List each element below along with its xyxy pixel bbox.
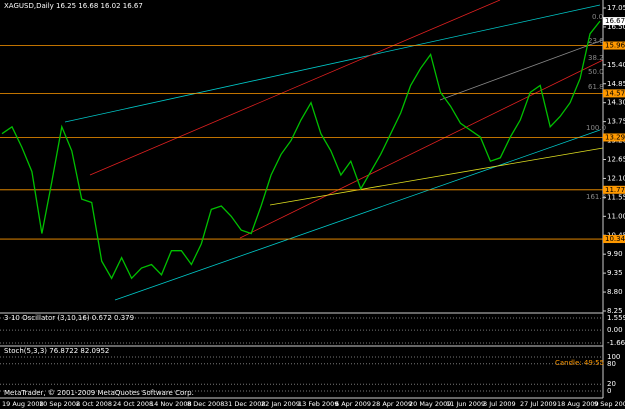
y-tick-label: 11.00	[607, 212, 625, 220]
x-tick-label: 9 Sep 2009	[594, 400, 625, 408]
x-tick-label: 3 Jul 2009	[483, 400, 516, 408]
fib-label: 0.0	[592, 13, 603, 21]
trendline	[64, 4, 601, 123]
x-tick-label: 19 Aug 2008	[2, 400, 44, 408]
y-tick-label: 13.75	[607, 118, 625, 126]
y-tick-label: 11.55	[607, 193, 625, 201]
x-tick-label: 8 Dec 2008	[187, 400, 224, 408]
y-tick-label: 9.35	[607, 269, 623, 277]
x-tick-label: 28 Apr 2009	[372, 400, 412, 408]
y-tick-label: 0	[607, 387, 611, 395]
x-tick-label: 6 Apr 2009	[335, 400, 371, 408]
y-tick-label: 9.90	[607, 250, 623, 258]
trendline	[269, 147, 604, 206]
level-label: 13.29	[605, 133, 625, 141]
trendline	[114, 129, 601, 301]
level-label: 14.57	[605, 89, 625, 97]
y-tick-label: 14.30	[607, 99, 625, 107]
y-tick-label: 100	[607, 353, 620, 361]
footer: MetaTrader, © 2001-2009 MetaQuotes Softw…	[4, 389, 194, 397]
y-tick-label: 20	[607, 380, 616, 388]
fib-label: 23.6	[588, 37, 604, 45]
level-label: 10.34	[605, 235, 625, 243]
y-tick-label: 14.85	[607, 80, 625, 88]
level-box	[603, 89, 625, 98]
trendlines	[64, 0, 604, 301]
fib-label: 161.8	[586, 193, 606, 201]
x-tick-label: 18 Aug 2009	[557, 400, 599, 408]
y-tick-label: 8.25	[607, 307, 623, 315]
trendline	[89, 0, 501, 176]
x-tick-label: 22 Jan 2009	[261, 400, 300, 408]
x-tick-label: 20 May 2009	[409, 400, 451, 408]
fib-label: 100.0	[586, 124, 606, 132]
fib-label: 38.2	[588, 54, 604, 62]
fib-label: 61.8	[588, 83, 604, 91]
last-price-label: 16.67	[605, 17, 625, 25]
y-tick-label: 17.05	[607, 4, 625, 12]
last-price-box	[603, 17, 625, 26]
x-tick-label: 11 Jun 2009	[446, 400, 485, 408]
price-line	[1, 20, 601, 280]
level-box	[603, 185, 625, 194]
x-tick-label: 13 Feb 2009	[298, 400, 338, 408]
fib-labels: 0.0 23.6 38.2 50.0 61.8 100.0 161.8	[586, 13, 606, 201]
level-label: 11.77	[605, 186, 625, 194]
x-tick-label: 24 Oct 2008	[113, 400, 153, 408]
y-tick-label: 0.00	[607, 326, 623, 334]
trendline	[439, 39, 604, 101]
x-tick-label: 31 Dec 2008	[224, 400, 266, 408]
stoch-title: Stoch(5,3,3) 76.8722 82.0952	[4, 347, 109, 355]
y-tick-label: 12.10	[607, 174, 625, 182]
chart-title: XAGUSD,Daily 16.25 16.68 16.02 16.67	[4, 2, 143, 10]
y-tick-label: 15.40	[607, 61, 625, 69]
y-tick-label: 12.65	[607, 156, 625, 164]
level-box	[603, 133, 625, 142]
level-label: 15.96	[605, 42, 625, 50]
x-tick-label: 10 Sep 2008	[39, 400, 80, 408]
level-box	[603, 41, 625, 50]
y-tick-label: -1.662	[607, 339, 625, 347]
candle-timer: Candle: 49:55	[555, 359, 604, 367]
fib-label: 50.0	[588, 68, 604, 76]
x-tick-label: 14 Nov 2008	[150, 400, 192, 408]
y-tick-label: 80	[607, 360, 616, 368]
level-box	[603, 235, 625, 244]
x-tick-label: 2 Oct 2008	[76, 400, 112, 408]
trendline	[239, 59, 604, 239]
x-tick-label: 27 Jul 2009	[520, 400, 557, 408]
y-tick-label: 16.50	[607, 23, 625, 31]
y-tick-label: 8.80	[607, 288, 623, 296]
y-tick-label: 1.559	[607, 314, 625, 322]
